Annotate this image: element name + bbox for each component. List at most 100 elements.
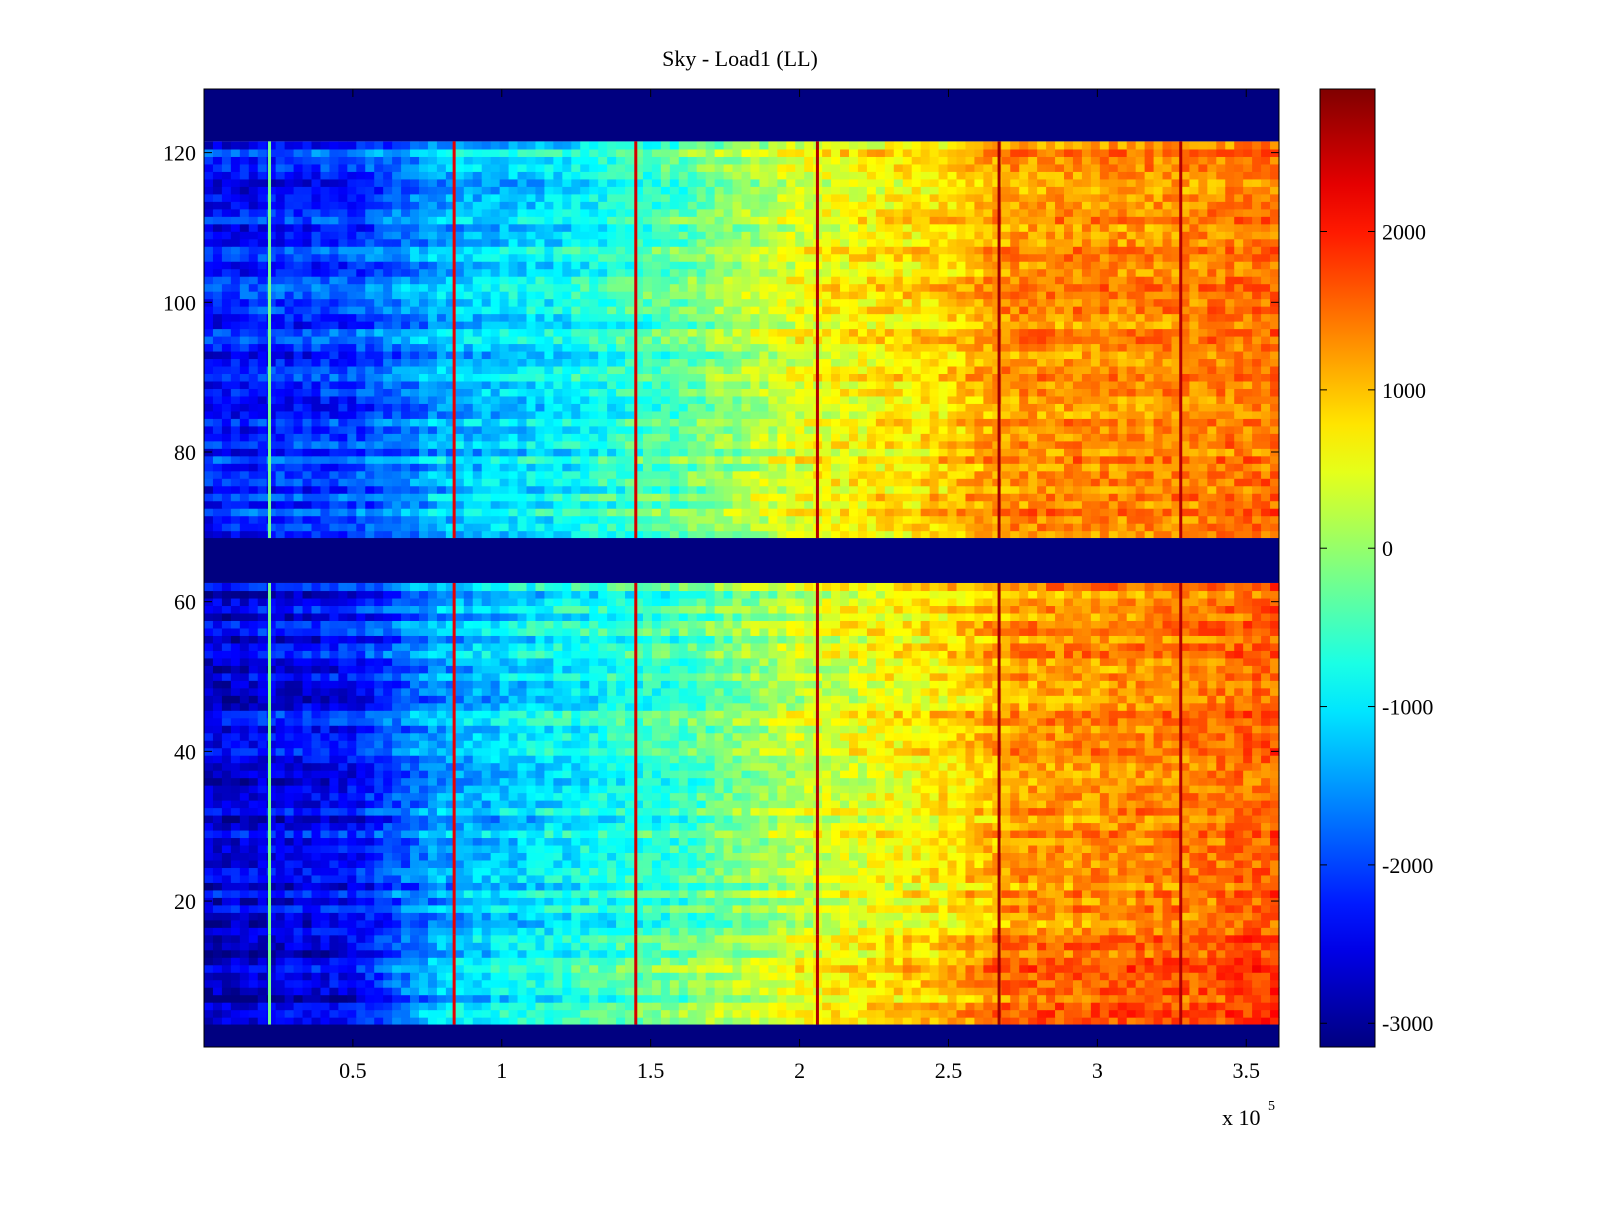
heatmap-cell [858,1010,868,1018]
heatmap-cell [482,890,492,898]
heatmap-cell [724,987,734,995]
heatmap-cell [867,740,877,748]
heatmap-cell [706,815,716,823]
heatmap-cell [1100,1002,1110,1010]
heatmap-cell [742,912,752,920]
heatmap-cell [1100,860,1110,868]
heatmap-cell [320,845,330,853]
heatmap-cell [616,808,626,816]
heatmap-cell [1073,725,1083,733]
heatmap-cell [473,852,483,860]
heatmap-cell [957,905,967,913]
heatmap-cell [303,897,313,905]
heatmap-cell [625,710,635,718]
heatmap-cell [1019,785,1029,793]
heatmap-cell [464,980,474,988]
heatmap-cell [849,1010,859,1018]
heatmap-cell [294,800,304,808]
heatmap-cell [231,912,241,920]
heatmap-cell [347,882,357,890]
heatmap-cell [222,1017,232,1025]
heatmap-cell [437,740,447,748]
heatmap-cell [356,927,366,935]
heatmap-cell [1091,785,1101,793]
heatmap-cell [804,733,814,741]
heatmap-cell [948,927,958,935]
heatmap-cell [303,957,313,965]
heatmap-cell [795,920,805,928]
heatmap-cell [258,718,268,726]
heatmap-cell [258,748,268,756]
heatmap-cell [965,785,975,793]
heatmap-cell [965,1002,975,1010]
heatmap-cell [759,785,769,793]
heatmap-cell [607,800,617,808]
heatmap-cell [1028,763,1038,771]
heatmap-cell [509,778,519,786]
heatmap-cell [356,1002,366,1010]
heatmap-cell [983,822,993,830]
heatmap-cell [535,987,545,995]
heatmap-cell [419,815,429,823]
heatmap-cell [948,995,958,1003]
heatmap-cell [983,800,993,808]
heatmap-cell [1234,845,1244,853]
heatmap-cell [419,1017,429,1025]
heatmap-cell [518,905,528,913]
heatmap-cell [401,942,411,950]
heatmap-cell [750,860,760,868]
heatmap-cell [1163,972,1173,980]
heatmap-cell [1118,980,1128,988]
heatmap-cell [231,808,241,816]
heatmap-cell [1189,793,1199,801]
heatmap-cell [733,920,743,928]
heatmap-cell [312,875,322,883]
heatmap-cell [840,875,850,883]
heatmap-cell [697,845,707,853]
heatmap-cell [706,755,716,763]
heatmap-cell [1145,1017,1155,1025]
heatmap-cell [1198,718,1208,726]
heatmap-cell [303,800,313,808]
heatmap-cell [1136,897,1146,905]
heatmap-cell [894,785,904,793]
heatmap-cell [1216,718,1226,726]
heatmap-cell [338,718,348,726]
heatmap-cell [706,890,716,898]
heatmap-cell [1073,935,1083,943]
heatmap-cell [625,755,635,763]
heatmap-cell [598,852,608,860]
heatmap-cell [1243,718,1253,726]
heatmap-cell [858,725,868,733]
heatmap-cell [580,845,590,853]
heatmap-cell [1109,1010,1119,1018]
heatmap-cell [957,770,967,778]
heatmap-cell [1082,987,1092,995]
heatmap-cell [742,950,752,958]
heatmap-cell [410,800,420,808]
heatmap-cell [222,867,232,875]
heatmap-cell [1064,935,1074,943]
heatmap-cell [294,942,304,950]
heatmap-cell [1073,897,1083,905]
heatmap-cell [1073,927,1083,935]
heatmap-cell [1019,830,1029,838]
heatmap-cell [1109,965,1119,973]
heatmap-cell [831,793,841,801]
heatmap-cell [903,837,913,845]
heatmap-cell [509,815,519,823]
heatmap-cell [500,942,510,950]
heatmap-cell [231,897,241,905]
heatmap-cell [1225,740,1235,748]
heatmap-cell [831,995,841,1003]
heatmap-cell [697,980,707,988]
heatmap-cell [410,763,420,771]
heatmap-cell [285,957,295,965]
heatmap-cell [1091,837,1101,845]
heatmap-cell [768,875,778,883]
heatmap-cell [1234,830,1244,838]
heatmap-cell [804,935,814,943]
heatmap-cell [482,1002,492,1010]
heatmap-cell [1216,905,1226,913]
heatmap-cell [670,980,680,988]
